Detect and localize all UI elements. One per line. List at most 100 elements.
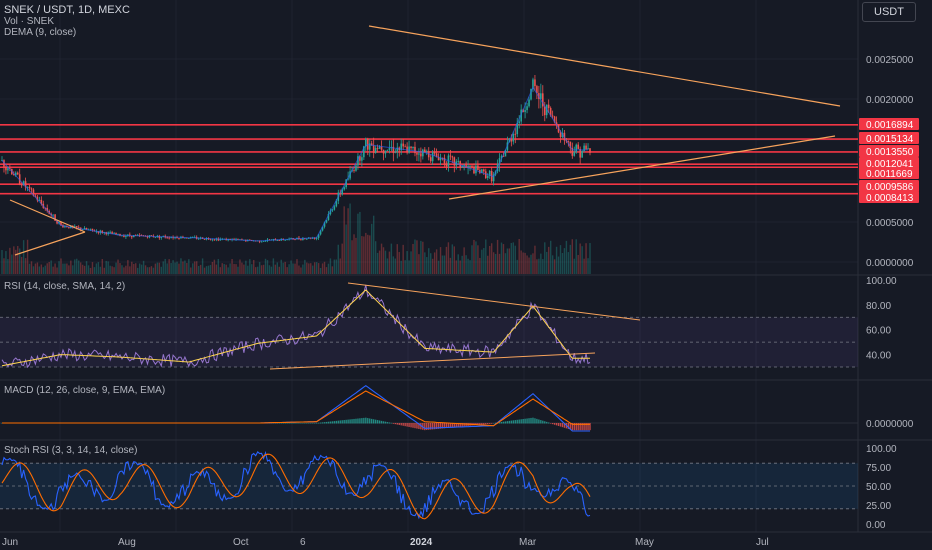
volume-bar <box>284 261 286 274</box>
macd-signal-line <box>2 390 590 427</box>
volume-bar <box>272 258 275 274</box>
volume-bar <box>109 265 111 274</box>
macd-histogram-bar <box>461 423 463 427</box>
macd-histogram-bar <box>357 418 359 424</box>
macd-histogram-bar <box>561 423 564 428</box>
volume-bar <box>437 260 440 274</box>
volume-bar <box>70 260 72 274</box>
macd-histogram-bar <box>355 418 357 424</box>
candle-body <box>83 228 86 230</box>
volume-bar <box>258 262 261 274</box>
volume-bar <box>270 266 273 274</box>
macd-histogram-bar <box>341 420 343 424</box>
volume-bar <box>400 260 402 274</box>
macd-histogram-bar <box>532 417 534 424</box>
volume-bar <box>105 260 107 274</box>
volume-bar <box>433 252 436 274</box>
macd-histogram-bar <box>327 421 330 424</box>
volume-bar <box>394 258 397 274</box>
volume-bar <box>553 259 556 274</box>
price-level-badge <box>859 191 919 203</box>
macd-histogram-bar <box>376 420 379 424</box>
candle-body <box>394 151 397 153</box>
candle-body <box>433 152 436 154</box>
macd-histogram-bar <box>504 421 507 424</box>
volume-bar <box>95 263 98 274</box>
volume-bar <box>323 261 326 274</box>
candle-body <box>408 146 410 153</box>
volume-bar <box>353 234 355 274</box>
macd-histogram-bar <box>290 423 292 424</box>
candle-body <box>486 175 489 178</box>
macd-histogram-bar <box>372 419 375 424</box>
macd-histogram-bar <box>551 423 554 425</box>
volume-bar <box>467 258 469 274</box>
volume-bar <box>489 245 491 274</box>
candle-body <box>543 106 546 116</box>
volume-bar <box>292 263 294 274</box>
macd-histogram-bar <box>351 419 353 424</box>
volume-bar <box>528 257 530 274</box>
candle-body <box>211 239 214 241</box>
volume-bar <box>508 248 511 274</box>
macd-histogram-bar <box>329 421 332 424</box>
macd-histogram-bar <box>347 419 349 424</box>
candle-body <box>437 156 440 161</box>
macd-histogram-bar <box>455 423 457 428</box>
macd-histogram-bar <box>514 420 516 424</box>
macd-histogram-bar <box>424 423 426 431</box>
volume-bar <box>286 267 288 274</box>
macd-histogram-bar <box>567 423 570 429</box>
candle-body <box>313 237 316 239</box>
macd-histogram-bar <box>431 423 434 430</box>
macd-histogram-bar <box>549 423 552 424</box>
candle-body <box>34 195 37 197</box>
macd-histogram-bar <box>555 423 558 426</box>
candle-body <box>420 153 422 157</box>
macd-histogram-bar <box>575 423 577 431</box>
macd-histogram-bar <box>573 423 575 431</box>
volume-bar <box>396 244 398 274</box>
macd-histogram-bar <box>363 417 365 424</box>
volume-bar <box>471 245 473 274</box>
macd-histogram-bar <box>433 423 436 430</box>
volume-bar <box>127 260 129 274</box>
candle-body <box>319 230 322 235</box>
macd-histogram-bar <box>400 423 402 426</box>
candle-body <box>457 161 460 162</box>
time-axis-label: May <box>635 537 654 548</box>
volume-bar <box>431 258 434 274</box>
volume-bar <box>38 266 41 274</box>
candle-body <box>414 146 416 154</box>
volume-bar <box>361 236 363 274</box>
macd-histogram-bar <box>534 418 536 424</box>
volume-bar <box>302 264 304 274</box>
volume-bar <box>386 258 389 274</box>
macd-histogram-bar <box>378 420 381 424</box>
candle-body <box>276 240 279 241</box>
volume-bar <box>129 266 131 274</box>
price-level-label: 0.0009586 <box>866 182 914 193</box>
candle-body <box>374 148 377 153</box>
volume-bar <box>477 245 479 274</box>
candle-body <box>197 238 200 240</box>
stoch-label: Stoch RSI (3, 3, 14, 14, close) <box>4 445 138 456</box>
candle-body <box>117 233 119 235</box>
volume-bar <box>166 263 168 274</box>
rsi-tick-label: 100.00 <box>866 276 897 287</box>
volume-bar <box>99 266 102 274</box>
currency-button[interactable]: USDT <box>862 2 916 22</box>
candle-body <box>290 238 292 239</box>
volume-bar <box>60 258 62 274</box>
volume-bar <box>107 261 109 274</box>
volume-bar <box>97 262 100 274</box>
volume-bar <box>227 267 229 274</box>
volume-bar <box>66 263 68 274</box>
volume-bar <box>355 237 357 274</box>
rsi-trendline <box>269 352 596 370</box>
volume-bar <box>140 264 143 274</box>
volume-bar <box>514 245 516 274</box>
macd-histogram-bar <box>489 423 491 424</box>
candle-body <box>278 240 281 241</box>
